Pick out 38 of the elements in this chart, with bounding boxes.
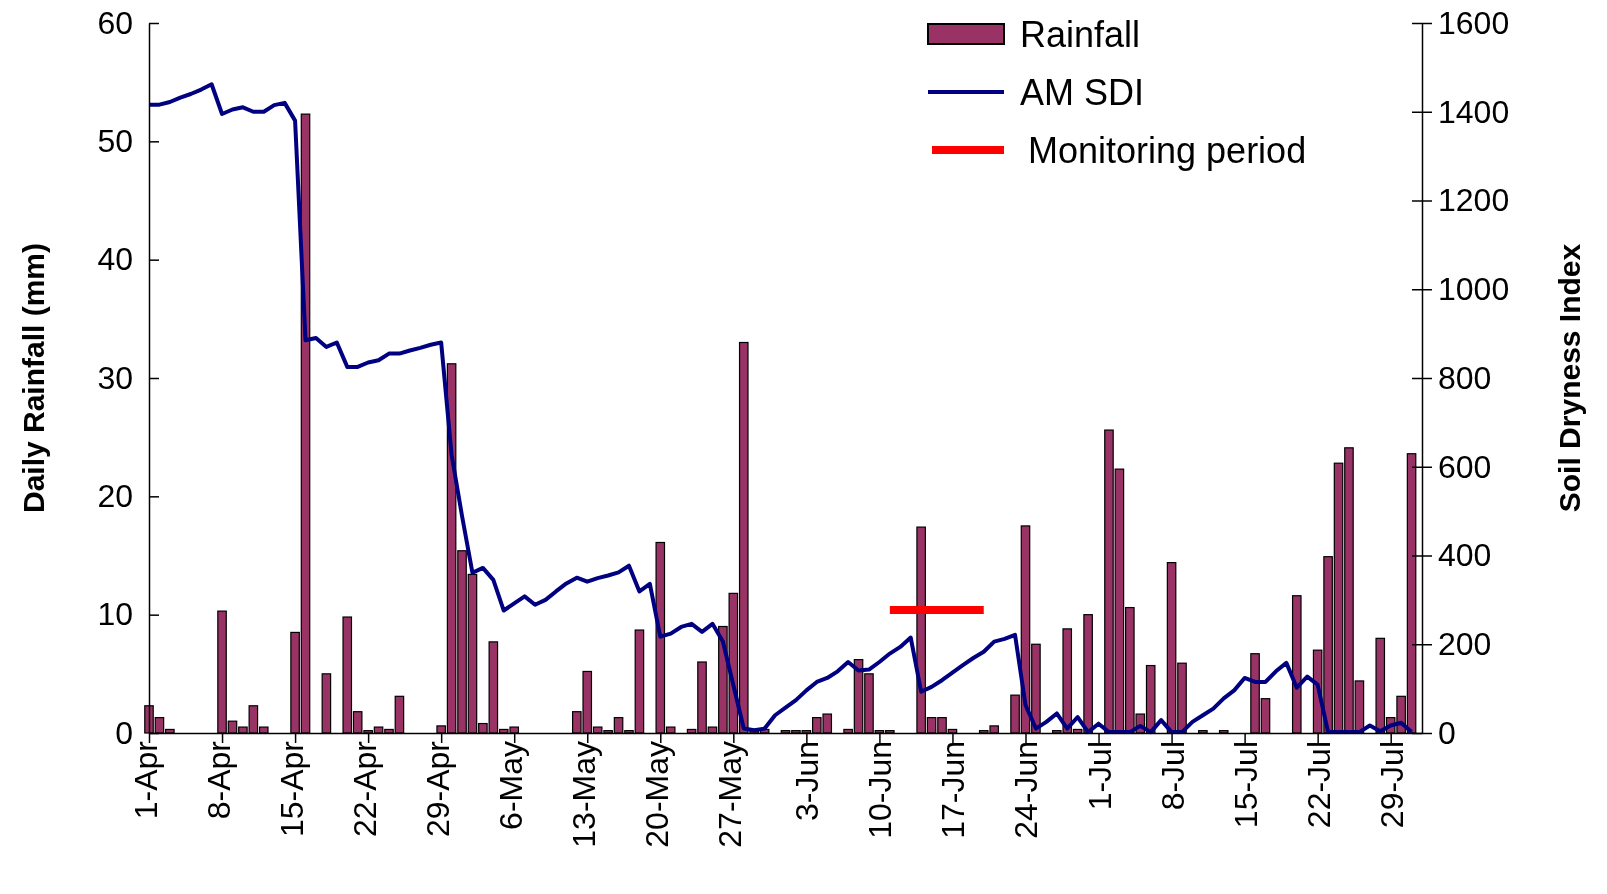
y2-tick-label: 0 — [1438, 714, 1456, 751]
y2-tick-label: 1200 — [1438, 182, 1510, 219]
y-tick-label: 30 — [97, 359, 133, 396]
y2-tick-label: 600 — [1438, 448, 1492, 485]
y-tick-label: 40 — [97, 241, 133, 278]
x-tick-label: 10-Jun — [861, 741, 898, 839]
y2-tick-label: 800 — [1438, 359, 1492, 396]
x-tick-label: 24-Jun — [1007, 741, 1044, 839]
x-tick-label: 22-Apr — [347, 740, 384, 838]
y-tick-label: 50 — [97, 123, 133, 160]
x-tick-label: 6-May — [493, 741, 530, 830]
y-tick-label: 20 — [97, 478, 133, 515]
x-tick-label: 29-Apr — [420, 740, 457, 838]
x-tick-label: 8-Jul — [1154, 741, 1191, 811]
y2-tick-label: 1000 — [1438, 270, 1510, 307]
legend-label: AM SDI — [1020, 71, 1145, 113]
legend-label: Monitoring period — [1028, 129, 1307, 171]
x-tick-label: 13-May — [566, 741, 603, 848]
y2-tick-label: 200 — [1438, 625, 1492, 662]
y-axis-title: Daily Rainfall (mm) — [17, 242, 50, 514]
y2-tick-label: 400 — [1438, 537, 1492, 574]
y-tick-label: 60 — [97, 4, 133, 41]
x-tick-label: 3-Jun — [788, 741, 825, 822]
x-tick-label: 22-Jul — [1300, 741, 1337, 829]
x-tick-label: 27-May — [712, 741, 749, 848]
x-tick-label: 8-Apr — [201, 740, 238, 820]
x-tick-label: 29-Jul — [1373, 741, 1410, 829]
y2-axis-title: Soil Dryness Index — [1553, 243, 1586, 513]
y-tick-label: 10 — [97, 596, 133, 633]
x-tick-label: 17-Jun — [934, 741, 971, 839]
x-tick-label: 15-Jul — [1227, 741, 1264, 829]
legend-label: Rainfall — [1020, 13, 1141, 55]
y-tick-label: 0 — [115, 714, 133, 751]
y2-tick-label: 1600 — [1438, 4, 1510, 41]
y2-tick-label: 1400 — [1438, 93, 1510, 130]
x-tick-label: 15-Apr — [274, 740, 311, 838]
x-tick-label: 20-May — [639, 741, 676, 848]
x-tick-label: 1-Jul — [1081, 741, 1118, 811]
